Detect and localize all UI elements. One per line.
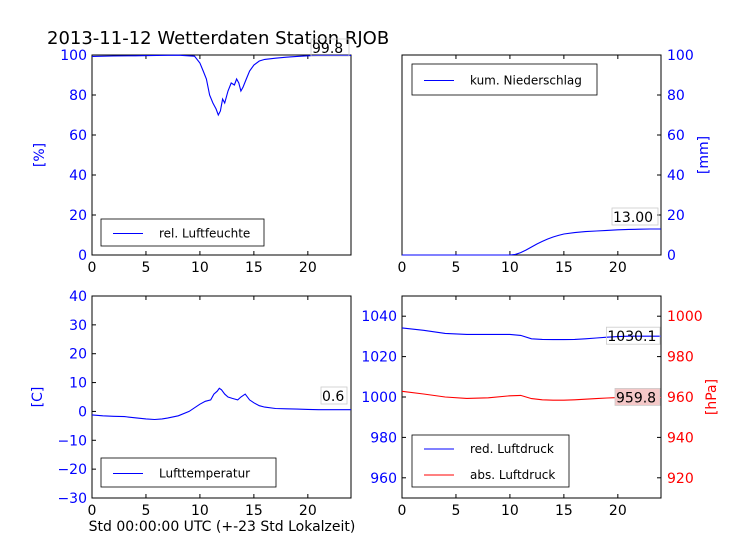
annotation-box: [310, 38, 350, 57]
x-tick-label: 5: [141, 503, 150, 519]
y-tick-label: 80: [667, 88, 685, 104]
legend-label: Lufttemperatur: [159, 467, 250, 481]
y-tick-label: 100: [60, 48, 87, 64]
plot-frame: [401, 54, 662, 256]
y-tick-label: 0: [78, 248, 87, 264]
y-tick-label: 100: [667, 48, 694, 64]
x-tick-label: 0: [88, 260, 97, 276]
y-tick-label: 0: [667, 248, 676, 264]
series-line: [401, 327, 661, 341]
y-tick-label: 1020: [361, 350, 397, 366]
y-tick-label: 20: [69, 347, 87, 363]
legend-label: rel. Luftfeuchte: [159, 227, 250, 241]
x-tick-label: 20: [609, 503, 627, 519]
y-tick-label: −30: [57, 491, 87, 507]
subplot-precipitation: 0 5 10 15 20 0 20 40 60 80 100 [mm] kum. Niederschla…: [398, 48, 712, 276]
x-tick-label: 5: [141, 260, 150, 276]
x-tick-label: 0: [398, 503, 407, 519]
y-axis-label: [hPa]: [704, 379, 720, 415]
legend-box: [100, 457, 277, 488]
annotation-text: 1030.1: [607, 329, 656, 345]
series-line: [91, 54, 351, 117]
x-tick-label: 5: [451, 503, 460, 519]
y-tick-label: 960: [370, 471, 397, 487]
legend-box: [100, 218, 265, 247]
legend-box: [411, 63, 598, 96]
y-tick-label: 40: [667, 168, 685, 184]
x-tick-label: 10: [191, 260, 209, 276]
legend-label: red. Luftdruck: [470, 442, 554, 456]
annotation-text: 0.6: [322, 389, 344, 405]
y-axis-label: [%]: [32, 143, 48, 167]
y-axis-label: [mm]: [696, 136, 712, 174]
legend-box: [411, 434, 570, 488]
plot-frame: [91, 295, 352, 499]
subplot-pressure: 0 5 10 15 20 960 980 1000 1020 1040 920 940 960 980 10…: [361, 295, 720, 519]
y-tick-label: 40: [69, 168, 87, 184]
y-tick-label: 60: [69, 128, 87, 144]
x-tick-label: 20: [609, 260, 627, 276]
y-tick-label: 80: [69, 88, 87, 104]
y-tick-label: 0: [78, 404, 87, 420]
figure-title: 2013-11-12 Wetterdaten Station RJOB: [47, 28, 389, 49]
x-tick-label: 15: [245, 503, 263, 519]
annotation-box: [606, 326, 661, 345]
x-tick-label: 15: [555, 260, 573, 276]
y-tick-label: −20: [57, 462, 87, 478]
annotation-text: 959.8: [616, 390, 656, 406]
y-tick-label: 940: [667, 430, 694, 446]
series-line: [91, 387, 351, 421]
y-tick-label: −10: [57, 433, 87, 449]
y-tick-label: 1000: [361, 390, 397, 406]
annotation-box: [614, 388, 661, 406]
series-line: [402, 228, 661, 256]
legend-label: kum. Niederschlag: [470, 74, 582, 88]
y-axis-label: [C]: [30, 387, 46, 408]
x-tick-label: 10: [501, 503, 519, 519]
x-tick-label: 20: [299, 260, 317, 276]
y-tick-label: 980: [667, 350, 694, 366]
x-tick-label: 15: [245, 260, 263, 276]
x-tick-label: 20: [299, 503, 317, 519]
x-tick-label: 15: [555, 503, 573, 519]
x-axis-label: Std 00:00:00 UTC (+-23 Std Lokalzeit): [89, 519, 356, 535]
annotation-box: [320, 386, 348, 405]
annotation-text: 99.8: [312, 41, 343, 57]
x-tick-label: 0: [88, 503, 97, 519]
annotation-box: [611, 207, 659, 226]
y-tick-label: 1040: [361, 309, 397, 325]
y-tick-label: 980: [370, 430, 397, 446]
y-tick-label: 1000: [667, 309, 703, 325]
legend-label: abs. Luftdruck: [470, 468, 555, 482]
subplot-temperature: 0 5 10 15 20 −30 −20 −10 0 10 20 30 40 [C] Lufttempera…: [30, 289, 352, 519]
x-tick-label: 0: [398, 260, 407, 276]
y-tick-label: 960: [667, 390, 694, 406]
x-tick-label: 10: [501, 260, 519, 276]
y-tick-label: 30: [69, 318, 87, 334]
x-tick-label: 5: [451, 260, 460, 276]
x-tick-label: 10: [191, 503, 209, 519]
y-tick-label: 10: [69, 376, 87, 392]
plot-frame: [91, 54, 352, 256]
y-tick-label: 20: [667, 208, 685, 224]
y-tick-label: 920: [667, 471, 694, 487]
annotation-text: 13.00: [613, 210, 653, 226]
subplot-humidity: 0 5 10 15 20 0 20 40 60 80 100 [%] rel. Luftfeuchte 9…: [32, 38, 352, 276]
y-tick-label: 20: [69, 208, 87, 224]
y-tick-label: 60: [667, 128, 685, 144]
y-tick-label: 40: [69, 289, 87, 305]
